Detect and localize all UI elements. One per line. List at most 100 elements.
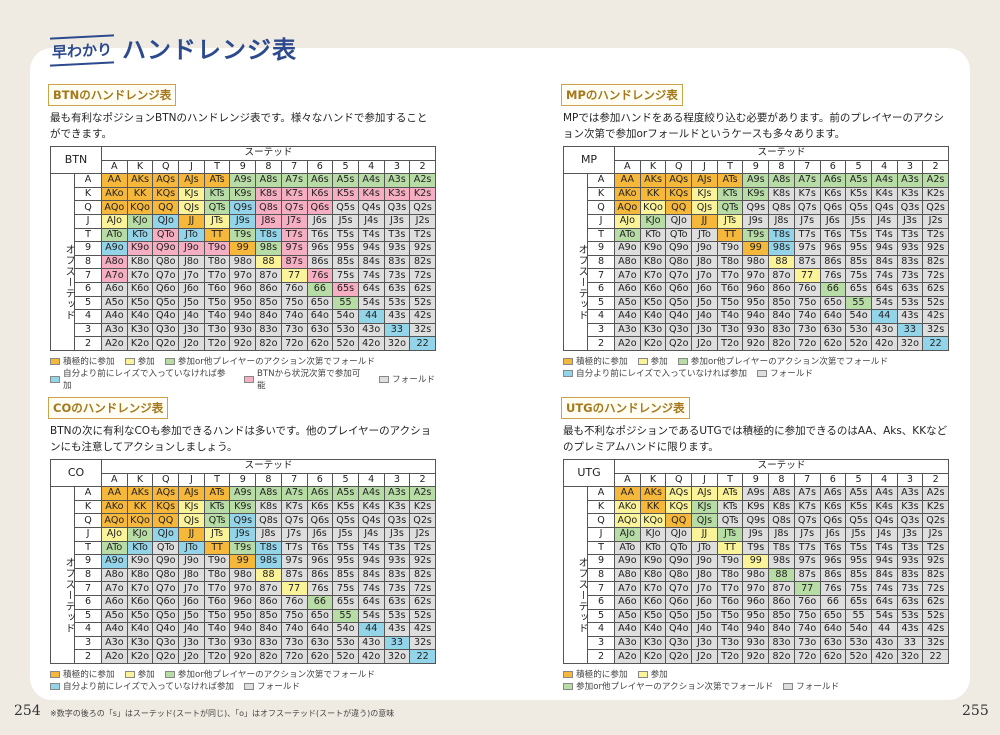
hand-cell: 32s — [409, 322, 436, 338]
hand-cell: T7s — [793, 540, 821, 556]
page-number-left: 254 — [14, 703, 41, 719]
hand-cell: ATo — [101, 540, 128, 556]
hand-cell: 77 — [280, 581, 308, 596]
hand-cell: KJo — [639, 526, 667, 542]
legend-item: 自分より前にレイズで入っていなければ参加 — [50, 368, 234, 392]
hand-cell: J2s — [922, 526, 949, 542]
row-rank: 3 — [587, 322, 615, 338]
row-rank: A — [587, 173, 615, 188]
hand-cell: A9s — [229, 486, 257, 501]
legend-swatch — [124, 358, 135, 366]
hand-cell: 54s — [870, 295, 898, 311]
hand-cell: KTo — [639, 227, 667, 243]
hand-cell: K3s — [383, 499, 411, 515]
hand-cell: T9o — [203, 241, 231, 256]
hand-cell: 94s — [870, 241, 898, 256]
hand-cell: J6s — [819, 213, 847, 229]
column-rank: 5 — [332, 472, 359, 488]
table-row: T ATo KTo QTo JTo TT T9s T8s T7s T6s T5s T4s T3s T2s — [564, 227, 949, 243]
hand-cell: 96s — [819, 241, 847, 256]
hand-cell: 72o — [793, 649, 821, 664]
hand-cell: J3o — [691, 635, 718, 651]
hand-cell: 76s — [819, 581, 847, 596]
hand-cell: 66 — [819, 594, 847, 610]
hand-cell: 94o — [742, 309, 770, 324]
hand-cell: A5s — [332, 173, 359, 188]
row-rank: 2 — [74, 336, 102, 351]
hand-cell: T6s — [819, 540, 847, 556]
hand-cell: Q7o — [152, 268, 180, 283]
hand-cell: 85s — [332, 254, 359, 270]
legend-label: 自分より前にレイズで入っていなければ参加 — [63, 681, 235, 692]
hand-cell: 62s — [409, 594, 436, 610]
column-rank: 3 — [383, 159, 411, 175]
hand-cell: 86s — [819, 567, 847, 583]
hand-cell: 85s — [845, 254, 872, 270]
table-row: T ATo KTo QTo JTo TT T9s T8s T7s T6s T5s T4s T3s T2s — [51, 227, 436, 243]
hand-cell: QJs — [691, 513, 718, 528]
hand-cell: QTo — [665, 540, 693, 556]
table-row: K AKo KK KQs KJs KTs K9s K8s K7s K6s K5s K4s K3s K2s — [564, 186, 949, 202]
hand-cell: Q8o — [152, 567, 180, 583]
hand-cell: J8s — [768, 526, 795, 542]
hand-cell: 86s — [306, 254, 334, 270]
hand-cell: T2s — [409, 540, 436, 556]
hand-cell: 65o — [819, 295, 847, 311]
hand-cell: 75o — [280, 295, 308, 311]
hand-cell: 85o — [768, 608, 795, 624]
row-rank: 6 — [74, 594, 102, 610]
row-rank: 9 — [587, 241, 615, 256]
hand-cell: 85o — [255, 608, 282, 624]
hand-cell: T7o — [716, 268, 744, 283]
table-row: 9 A9o K9o Q9o J9o T9o 99 98s 97s 96s 95s 94s 93s 92s — [564, 241, 949, 256]
hand-cell: 87o — [255, 581, 282, 596]
hand-cell: 87s — [280, 254, 308, 270]
hand-cell: 75o — [793, 608, 821, 624]
hand-cell: 42o — [357, 649, 385, 664]
hand-cell: K5s — [332, 186, 359, 202]
row-rank: J — [586, 526, 616, 542]
position-label: BTN — [50, 145, 102, 175]
column-rank: 2 — [409, 159, 436, 175]
hand-cell: AKo — [614, 186, 641, 202]
hand-cell: Q3o — [152, 322, 180, 338]
row-rank: 7 — [74, 581, 102, 596]
range-table: BTN スーテッド A K Q J T 9 8 7 6 5 4 3 2 オフスーテッド A AA AKs AQs AJs… — [50, 145, 436, 351]
hand-cell: Q9s — [742, 513, 770, 528]
hand-cell: 75o — [280, 608, 308, 624]
hand-cell: AKo — [614, 499, 641, 515]
hand-cell: J5s — [845, 213, 872, 229]
hand-cell: 96o — [742, 594, 770, 610]
hand-cell: Q4o — [152, 622, 180, 637]
table-row: 3 A3o K3o Q3o J3o T3o 93o 83o 73o 63o 53o 43o 33 32s — [564, 322, 949, 338]
hand-cell: 86o — [768, 281, 795, 297]
hand-cell: 76o — [793, 594, 821, 610]
row-rank: 3 — [74, 635, 102, 651]
legend-item: 参加or他プレイヤーのアクション次第でフォールド — [563, 681, 773, 693]
hand-cell: 83o — [255, 322, 282, 338]
table-row: オフスーテッド A AA AKs AQs AJs ATs A9s A8s A7s A6s A5s A4s… — [563, 486, 949, 664]
hand-cell: T6o — [203, 594, 231, 610]
hand-cell: Q5o — [152, 295, 180, 311]
table-row: K AKo KK KQs KJs KTs K9s K8s K7s K6s K5s K4s K3s K2s — [51, 186, 436, 202]
hand-cell: 76s — [819, 268, 847, 283]
hand-cell: A7o — [614, 581, 641, 596]
table-row: 7 A7o K7o Q7o J7o T7o 97o 87o 77 76s 75s 74s 73s 72s — [564, 581, 949, 596]
hand-cell: 83s — [896, 254, 924, 270]
hand-cell: 73s — [896, 268, 924, 283]
hand-cell: KK — [126, 499, 154, 515]
hand-cell: Q7s — [280, 513, 308, 528]
hand-cell: 93o — [742, 322, 770, 338]
legend-row: 参加or他プレイヤーのアクション次第でフォールド フォールド — [563, 681, 948, 693]
hand-cell: Q2s — [409, 513, 436, 528]
table-row: オフスーテッド A AA AKs AQs AJs ATs A9s A8s A7s A6s A5s A4s… — [50, 173, 436, 351]
hand-cell: Q4s — [357, 513, 385, 528]
hand-cell: QTs — [716, 200, 744, 215]
hand-cell: 63o — [819, 635, 847, 651]
row-rank: 2 — [586, 649, 616, 664]
hand-cell: T9o — [716, 241, 744, 256]
hand-cell: Q9o — [665, 241, 693, 256]
hand-cell: AQs — [665, 173, 693, 188]
footnote: ※数字の後ろの「s」はスーテッド(スートが同じ)、「o」はオフスーテッド(スート… — [50, 709, 395, 718]
hand-cell: 95s — [332, 554, 359, 569]
